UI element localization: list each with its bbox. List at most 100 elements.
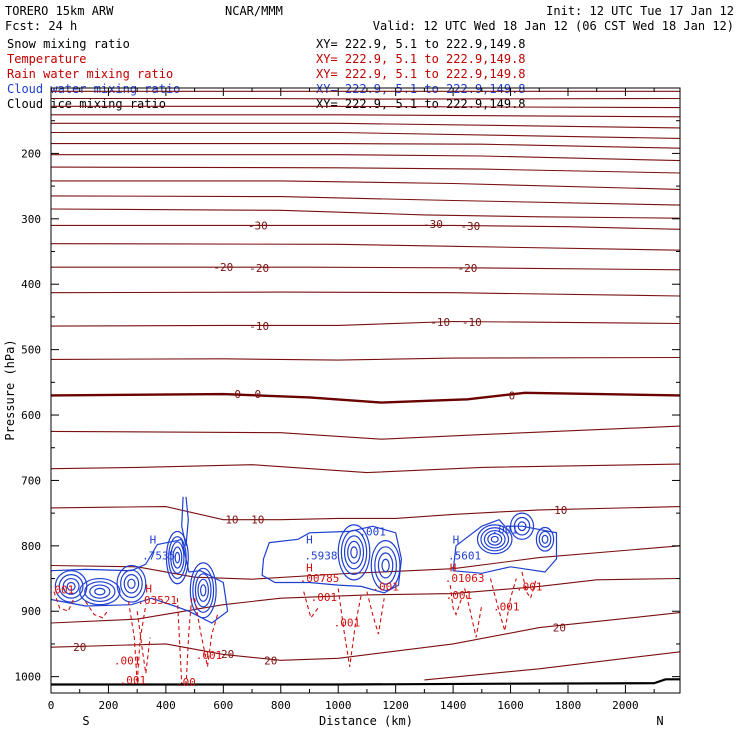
rain-water-label: .01063 <box>445 572 485 585</box>
cloud-water-contour <box>374 546 397 585</box>
cloud-water-contour <box>127 578 136 589</box>
rain-water-contour <box>464 588 483 638</box>
cloud-water-contour <box>197 578 209 602</box>
rain-water-contour <box>136 611 151 674</box>
cloud-water-contour <box>476 524 513 555</box>
isotherm-line <box>51 154 680 162</box>
init-time: Init: 12 UTC Tue 17 Jan 12 <box>546 4 734 18</box>
x-tick-label: 1200 <box>382 699 409 712</box>
rain-water-label: .03521 <box>137 594 177 607</box>
legend-cross-section: XY= 222.9, 5.1 to 222.9,149.8 <box>316 82 526 96</box>
cloud-water-contour <box>168 536 187 580</box>
rain-water-contour <box>176 598 193 688</box>
rain-water-contour <box>303 591 319 620</box>
isotherm-line <box>51 266 680 271</box>
isotherm-line <box>51 545 680 580</box>
cloud-water-contour <box>261 525 403 594</box>
cloud-water-contour <box>541 534 549 544</box>
x-tick-label: 200 <box>99 699 119 712</box>
legend-label: Rain water mixing ratio <box>7 67 173 81</box>
cloud-water-contour <box>483 530 506 549</box>
cloud-water-contour <box>490 535 499 543</box>
rain-water-contour <box>127 601 147 684</box>
cloud-water-contour <box>340 529 368 575</box>
cloud-water-contour <box>347 540 361 564</box>
legend-cross-section: XY= 222.9, 5.1 to 222.9,149.8 <box>316 67 526 81</box>
cloud-water-contour <box>377 552 394 579</box>
cloud-water-contour <box>535 526 555 552</box>
cloud-water-contour <box>181 496 189 546</box>
cloud-water-contour <box>84 581 116 603</box>
center-name: NCAR/MMM <box>225 4 283 18</box>
cloud-water-contour <box>58 574 84 599</box>
cloud-water-contour <box>452 518 558 574</box>
rain-water-label: .001 <box>334 616 361 629</box>
rain-water-label: .001 <box>493 601 520 614</box>
cloud-water-contour <box>116 564 147 603</box>
isotherm-line <box>51 166 680 174</box>
cloud-water-contour <box>62 577 80 595</box>
isotherm-line <box>51 143 680 149</box>
cloud-water-contour <box>192 567 215 613</box>
rain-water-contour <box>85 601 109 619</box>
rain-water-label: .001 <box>120 674 147 687</box>
cloud-water-contour <box>370 540 401 591</box>
rain-water-contour <box>489 578 517 632</box>
legend-cross-section: XY= 222.9, 5.1 to 222.9,149.8 <box>316 37 526 51</box>
y-tick-label: 600 <box>21 409 41 422</box>
cloud-water-contour <box>337 524 371 581</box>
isotherm-line <box>51 180 680 190</box>
cloud-water-contour <box>343 535 365 570</box>
isotherm-line <box>51 105 680 109</box>
rain-water-label: .001 <box>311 591 338 604</box>
x-tick-label: 1600 <box>497 699 524 712</box>
cloud-water-label: .7535 <box>142 550 175 563</box>
rain-water-label: .001 <box>516 580 543 593</box>
cloud-water-contour <box>509 512 535 540</box>
isotherm-line <box>51 612 680 661</box>
cloud-water-contour <box>194 573 212 608</box>
y-tick-label: 400 <box>21 278 41 291</box>
cloud-water-contour <box>66 581 76 591</box>
isotherm-line <box>51 131 680 139</box>
isotherm-line <box>51 122 680 129</box>
legend-cross-section: XY= 222.9, 5.1 to 222.9,149.8 <box>316 97 526 111</box>
north-label: N <box>656 714 663 728</box>
isotherm-label: -30 <box>460 220 480 233</box>
x-tick-label: 800 <box>271 699 291 712</box>
isotherm-label: 10 <box>225 514 238 527</box>
rain-water-label: H <box>450 561 457 574</box>
forecast-hour: Fcst: 24 h <box>5 19 77 33</box>
rain-water-label: .00 <box>176 676 196 689</box>
cloud-water-contour <box>517 521 527 532</box>
plot-frame <box>50 87 681 694</box>
isotherm-label: -20 <box>458 262 478 275</box>
cloud-water-contour <box>513 516 531 536</box>
plot-area: -30 -30 -30-20 -20 -20-10 -10 -100 0 010 10102020… <box>51 90 680 689</box>
isotherm-line <box>51 320 680 327</box>
cloud-water-label: .5601 <box>448 550 481 563</box>
isotherm-line <box>51 243 680 251</box>
isotherm-label: -10 <box>249 320 269 333</box>
isotherm-label: 0 <box>509 389 516 402</box>
isotherm-line <box>51 97 680 100</box>
isotherm-line <box>51 195 680 206</box>
cloud-water-contour <box>538 530 552 548</box>
cloud-water-contour <box>480 527 510 552</box>
cloud-water-label: .001 <box>492 523 519 536</box>
rain-water-contour <box>53 591 75 612</box>
isotherm-label: -10 <box>462 316 482 329</box>
cloud-water-contour <box>189 562 217 619</box>
y-axis-label: Pressure (hPa) <box>3 339 17 440</box>
cloud-water-label: H <box>453 533 460 546</box>
rain-water-label: .00785 <box>300 572 340 585</box>
isotherm-label: 20 <box>553 622 566 635</box>
isotherm-label: 0 <box>234 388 241 401</box>
cloud-water-contour <box>174 551 181 564</box>
x-tick-label: 1000 <box>325 699 352 712</box>
rain-water-label: H <box>145 582 152 595</box>
rain-water-label: .001 <box>372 580 399 593</box>
